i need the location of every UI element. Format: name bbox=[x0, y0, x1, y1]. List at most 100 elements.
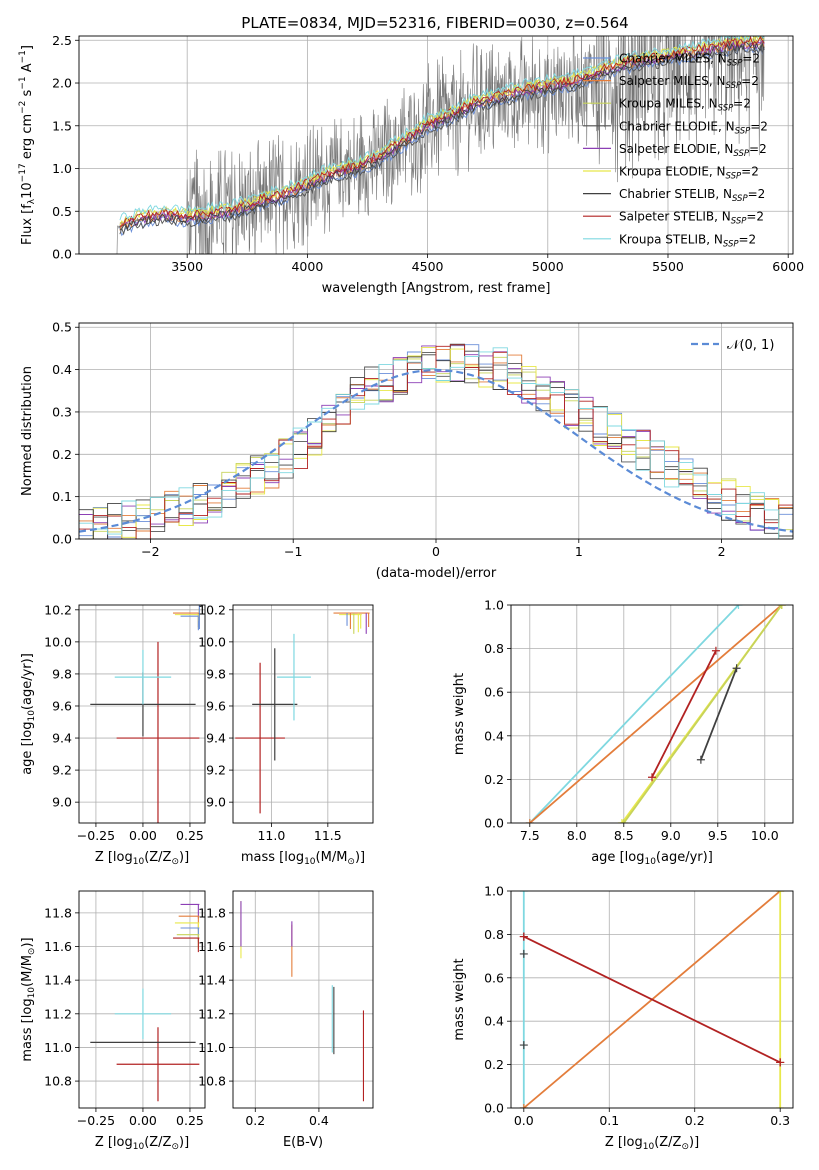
label-part: ⊙ bbox=[347, 857, 355, 867]
plus-marker bbox=[519, 891, 528, 895]
axes-frame bbox=[78, 604, 206, 824]
y-tick-label: 9.0 bbox=[206, 795, 226, 810]
y-axis-label: Normed distribution bbox=[20, 366, 35, 496]
label-part: )] bbox=[20, 937, 35, 947]
y-tick-label: 0.0 bbox=[52, 247, 72, 262]
figure-title: PLATE=0834, MJD=52316, FIBERID=0030, z=0… bbox=[241, 14, 628, 32]
y-tick-label: 0.0 bbox=[484, 816, 504, 831]
model-spectrum bbox=[119, 36, 765, 227]
x-tick-label: 10.0 bbox=[751, 828, 779, 843]
label-part: Z [log bbox=[95, 1135, 133, 1150]
label-part: SSP bbox=[726, 172, 742, 182]
y-tick-label: 0.8 bbox=[484, 641, 504, 656]
y-tick-label: 10.0 bbox=[198, 634, 226, 649]
x-tick-label: 0.00 bbox=[129, 1113, 157, 1128]
label-part: age [log bbox=[591, 850, 644, 865]
label-part: SSP bbox=[731, 217, 747, 227]
label-part: Chabrier MILES, N bbox=[619, 52, 727, 66]
plot-area bbox=[525, 605, 786, 823]
x-tick-label: 5500 bbox=[652, 259, 684, 274]
y-tick-label: 0.4 bbox=[484, 1014, 504, 1029]
panel-mass_vs_Z: −0.25 0.00 0.25 10.8 11.0 11.2 11.4 11.6 11.8 Z [… bbox=[20, 890, 206, 1152]
label-part: −17 bbox=[18, 163, 28, 182]
plus-marker bbox=[776, 891, 785, 895]
label-part: =2 bbox=[733, 97, 751, 111]
plus-marker bbox=[711, 646, 720, 655]
label-part: (data-model)/error bbox=[376, 566, 497, 581]
label-part: ⊙ bbox=[681, 1142, 689, 1152]
mass-weight-line bbox=[529, 605, 783, 823]
label-part: (Z/Z bbox=[144, 1135, 171, 1150]
residual-histogram bbox=[79, 347, 793, 539]
x-tick-label: 0.3 bbox=[770, 1113, 790, 1128]
label-part: )] bbox=[179, 850, 189, 865]
y-tick-label: 9.4 bbox=[206, 731, 226, 746]
label-part: =2 bbox=[741, 74, 759, 88]
normal-curve bbox=[79, 368, 793, 533]
label-part: ⊙ bbox=[27, 948, 37, 956]
label-part: 10 bbox=[304, 857, 316, 867]
model-spectrum bbox=[119, 39, 765, 231]
model-spectrum bbox=[119, 41, 765, 231]
panel-mass_weight_vs_Z: 0.0 0.1 0.2 0.3 0.0 0.2 0.4 0.6 0.8 1.0 Z [log10(Z… bbox=[452, 884, 794, 1152]
label-part: (M/M bbox=[316, 850, 348, 865]
x-axis-label: mass [log10(M/M⊙)] bbox=[241, 850, 365, 867]
label-part: =2 bbox=[739, 232, 757, 246]
label-part: mass [log bbox=[241, 850, 304, 865]
label-part: (age/yr)] bbox=[656, 850, 713, 865]
y-tick-label: 11.4 bbox=[44, 973, 72, 988]
plus-marker bbox=[777, 605, 786, 609]
x-tick-label: 0.2 bbox=[685, 1113, 705, 1128]
plus-marker bbox=[648, 773, 656, 782]
x-tick-label: 0.25 bbox=[176, 1113, 204, 1128]
label-part: =2 bbox=[750, 119, 768, 133]
x-tick-label: 11.5 bbox=[314, 828, 342, 843]
x-tick-label: 4000 bbox=[291, 259, 323, 274]
x-tick-label: 2 bbox=[718, 544, 726, 559]
legend-entry: Salpeter ELODIE, NSSP=2 bbox=[619, 142, 767, 159]
label-part: ⊙ bbox=[171, 1142, 179, 1152]
y-tick-label: 10.2 bbox=[198, 602, 226, 617]
x-axis-label: Z [log10(Z/Z⊙)] bbox=[95, 1135, 189, 1152]
x-axis-label: Z [log10(Z/Z⊙)] bbox=[95, 850, 189, 867]
x-tick-label: 4500 bbox=[412, 259, 444, 274]
plus-marker bbox=[519, 949, 528, 958]
plot-area bbox=[240, 901, 365, 1102]
x-tick-label: 0.25 bbox=[176, 828, 204, 843]
plus-marker bbox=[519, 1104, 528, 1108]
label-part: )] bbox=[179, 1135, 189, 1150]
y-tick-label: 9.6 bbox=[206, 698, 226, 713]
plot-area bbox=[90, 605, 200, 823]
x-tick-label: 9.0 bbox=[661, 828, 681, 843]
plus-marker bbox=[519, 1041, 528, 1050]
label-part: SSP bbox=[733, 149, 749, 159]
legend-entry: Kroupa STELIB, NSSP=2 bbox=[619, 232, 756, 249]
x-axis-label: Z [log10(Z/Z⊙)] bbox=[605, 1135, 699, 1152]
label-part: )] bbox=[689, 1135, 699, 1150]
x-axis-label: E(B-V) bbox=[283, 1135, 323, 1150]
panel-residuals: −2 −1 0 1 2 0.0 0.1 0.2 0.3 0.4 0.5 𝒩(0, 1) (data-mo… bbox=[20, 320, 794, 581]
label-part: 10 bbox=[20, 182, 35, 199]
plot-area bbox=[79, 343, 793, 539]
y-axis-label: age [log10(age/yr)] bbox=[20, 653, 37, 775]
label-part: Chabrier STELIB, N bbox=[619, 187, 732, 201]
x-tick-label: 1 bbox=[575, 544, 583, 559]
plus-marker bbox=[732, 664, 741, 673]
x-tick-label: 0.4 bbox=[309, 1113, 329, 1128]
mass-weight-line bbox=[651, 650, 717, 778]
y-tick-label: 0.2 bbox=[484, 1057, 504, 1072]
label-part: s bbox=[20, 89, 35, 100]
x-tick-label: 11.0 bbox=[257, 828, 285, 843]
x-tick-label: −1 bbox=[284, 544, 302, 559]
axes-frame bbox=[232, 890, 374, 1109]
y-tick-label: 0.2 bbox=[52, 447, 72, 462]
legend-entry: Kroupa MILES, NSSP=2 bbox=[619, 97, 751, 114]
y-tick-label: 11.6 bbox=[198, 939, 226, 954]
label-part: Flux [f bbox=[20, 204, 35, 245]
x-tick-label: 5000 bbox=[532, 259, 564, 274]
y-tick-label: 9.2 bbox=[206, 763, 226, 778]
label-part: Kroupa MILES, N bbox=[619, 97, 718, 111]
plot-area bbox=[115, 36, 765, 254]
y-tick-label: 2.0 bbox=[52, 76, 72, 91]
y-tick-label: 0.2 bbox=[484, 772, 504, 787]
